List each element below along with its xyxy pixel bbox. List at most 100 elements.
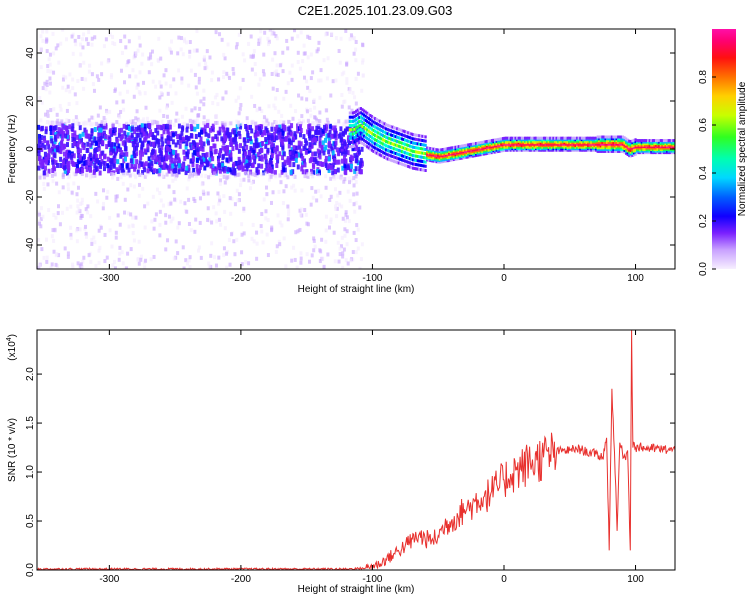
heatmap-cell [69, 236, 73, 241]
heatmap-cell [615, 135, 618, 139]
heatmap-cell [137, 90, 141, 95]
heatmap-cell [377, 131, 380, 135]
heatmap-cell [75, 239, 79, 244]
heatmap-cell [50, 146, 54, 152]
heatmap-cell [333, 158, 337, 164]
heatmap-cell [192, 167, 196, 173]
heatmap-cell [125, 151, 129, 157]
heatmap-cell [179, 47, 183, 52]
heatmap-cell [225, 265, 229, 269]
heatmap-cell [234, 45, 238, 50]
heatmap-cell [345, 80, 349, 85]
heatmap-cell [284, 184, 288, 189]
heatmap-cell [191, 119, 195, 124]
heatmap-cell [132, 184, 136, 189]
heatmap-cell [99, 225, 103, 230]
heatmap-cell [59, 41, 63, 46]
heatmap-cell [353, 115, 356, 119]
heatmap-cell [120, 50, 124, 55]
heatmap-cell [337, 119, 341, 124]
heatmap-cell [128, 135, 132, 141]
heatmap-cell [252, 142, 256, 148]
heatmap-cell [340, 146, 344, 152]
heatmap-cell [547, 136, 550, 140]
heatmap-cell [358, 136, 361, 140]
heatmap-cell [110, 73, 114, 78]
heatmap-cell [601, 139, 604, 143]
heatmap-cell [361, 116, 364, 120]
heatmap-cell [411, 145, 415, 149]
heatmap-cell [208, 127, 212, 133]
heatmap-cell [223, 172, 227, 177]
heatmap-cell [555, 136, 558, 140]
heatmap-cell [137, 163, 141, 169]
heatmap-cell [421, 151, 424, 155]
heatmap-cell [402, 150, 405, 154]
heatmap-cell [475, 141, 478, 145]
heatmap-cell [596, 135, 599, 139]
heatmap-cell [146, 120, 150, 125]
heatmap-cell [361, 133, 364, 137]
heatmap-cell [235, 42, 239, 47]
heatmap-cell [265, 232, 269, 237]
heatmap-cell [182, 266, 186, 269]
heatmap-cell [46, 69, 50, 74]
heatmap-cell [230, 232, 234, 237]
heatmap-cell [604, 142, 607, 146]
heatmap-cell [599, 137, 602, 141]
heatmap-cell [39, 46, 43, 51]
heatmap-cell [298, 132, 302, 138]
heatmap-cell [193, 199, 197, 204]
heatmap-cell [255, 241, 259, 246]
heatmap-cell [202, 156, 206, 162]
heatmap-cell [415, 150, 418, 154]
heatmap-cell [366, 136, 369, 140]
heatmap-cell [151, 134, 155, 140]
heatmap-cell [44, 159, 48, 165]
heatmap-cell [312, 238, 316, 243]
heatmap-cell [628, 143, 631, 147]
heatmap-cell [173, 197, 177, 202]
heatmap-cell [344, 149, 348, 155]
colorbar: 0.00.20.40.60.8 Normalized spectral ampl… [698, 29, 748, 276]
heatmap-cell [618, 137, 621, 141]
heatmap-cell [396, 135, 399, 139]
heatmap-cell [313, 140, 317, 146]
heatmap-cell [349, 160, 353, 166]
heatmap-cell [596, 148, 599, 152]
heatmap-cell [222, 70, 226, 75]
heatmap-cell [625, 144, 628, 148]
heatmap-cell [346, 261, 350, 266]
heatmap-cell [110, 146, 114, 152]
heatmap-cell [97, 248, 101, 253]
heatmap-cell [354, 58, 358, 63]
heatmap-cell [80, 76, 84, 81]
heatmap-cell [89, 259, 93, 264]
heatmap-cell [631, 153, 634, 157]
heatmap-cell [609, 148, 612, 152]
heatmap-cell [125, 63, 129, 68]
heatmap-cell [243, 137, 247, 143]
heatmap-cell [369, 139, 372, 143]
heatmap-cell [84, 164, 88, 170]
heatmap-cell [71, 160, 75, 166]
heatmap-cell [158, 191, 162, 196]
heatmap-cell [299, 207, 303, 212]
heatmap-cell [137, 239, 141, 244]
heatmap-cell [361, 120, 364, 124]
heatmap-cell [37, 238, 41, 243]
heatmap-cell [251, 162, 255, 168]
heatmap-cell [375, 122, 378, 126]
heatmap-cell [214, 114, 218, 119]
heatmap-cell [410, 157, 413, 161]
spectrogram-x-tick-label: -300 [99, 273, 119, 284]
heatmap-cell [419, 151, 422, 155]
heatmap-cell [391, 125, 394, 129]
heatmap-cell [50, 171, 54, 176]
heatmap-cell [367, 129, 370, 133]
heatmap-cell [632, 144, 636, 148]
heatmap-cell [370, 123, 374, 127]
heatmap-cell [193, 150, 197, 156]
heatmap-cell [362, 134, 366, 138]
heatmap-cell [122, 123, 126, 129]
